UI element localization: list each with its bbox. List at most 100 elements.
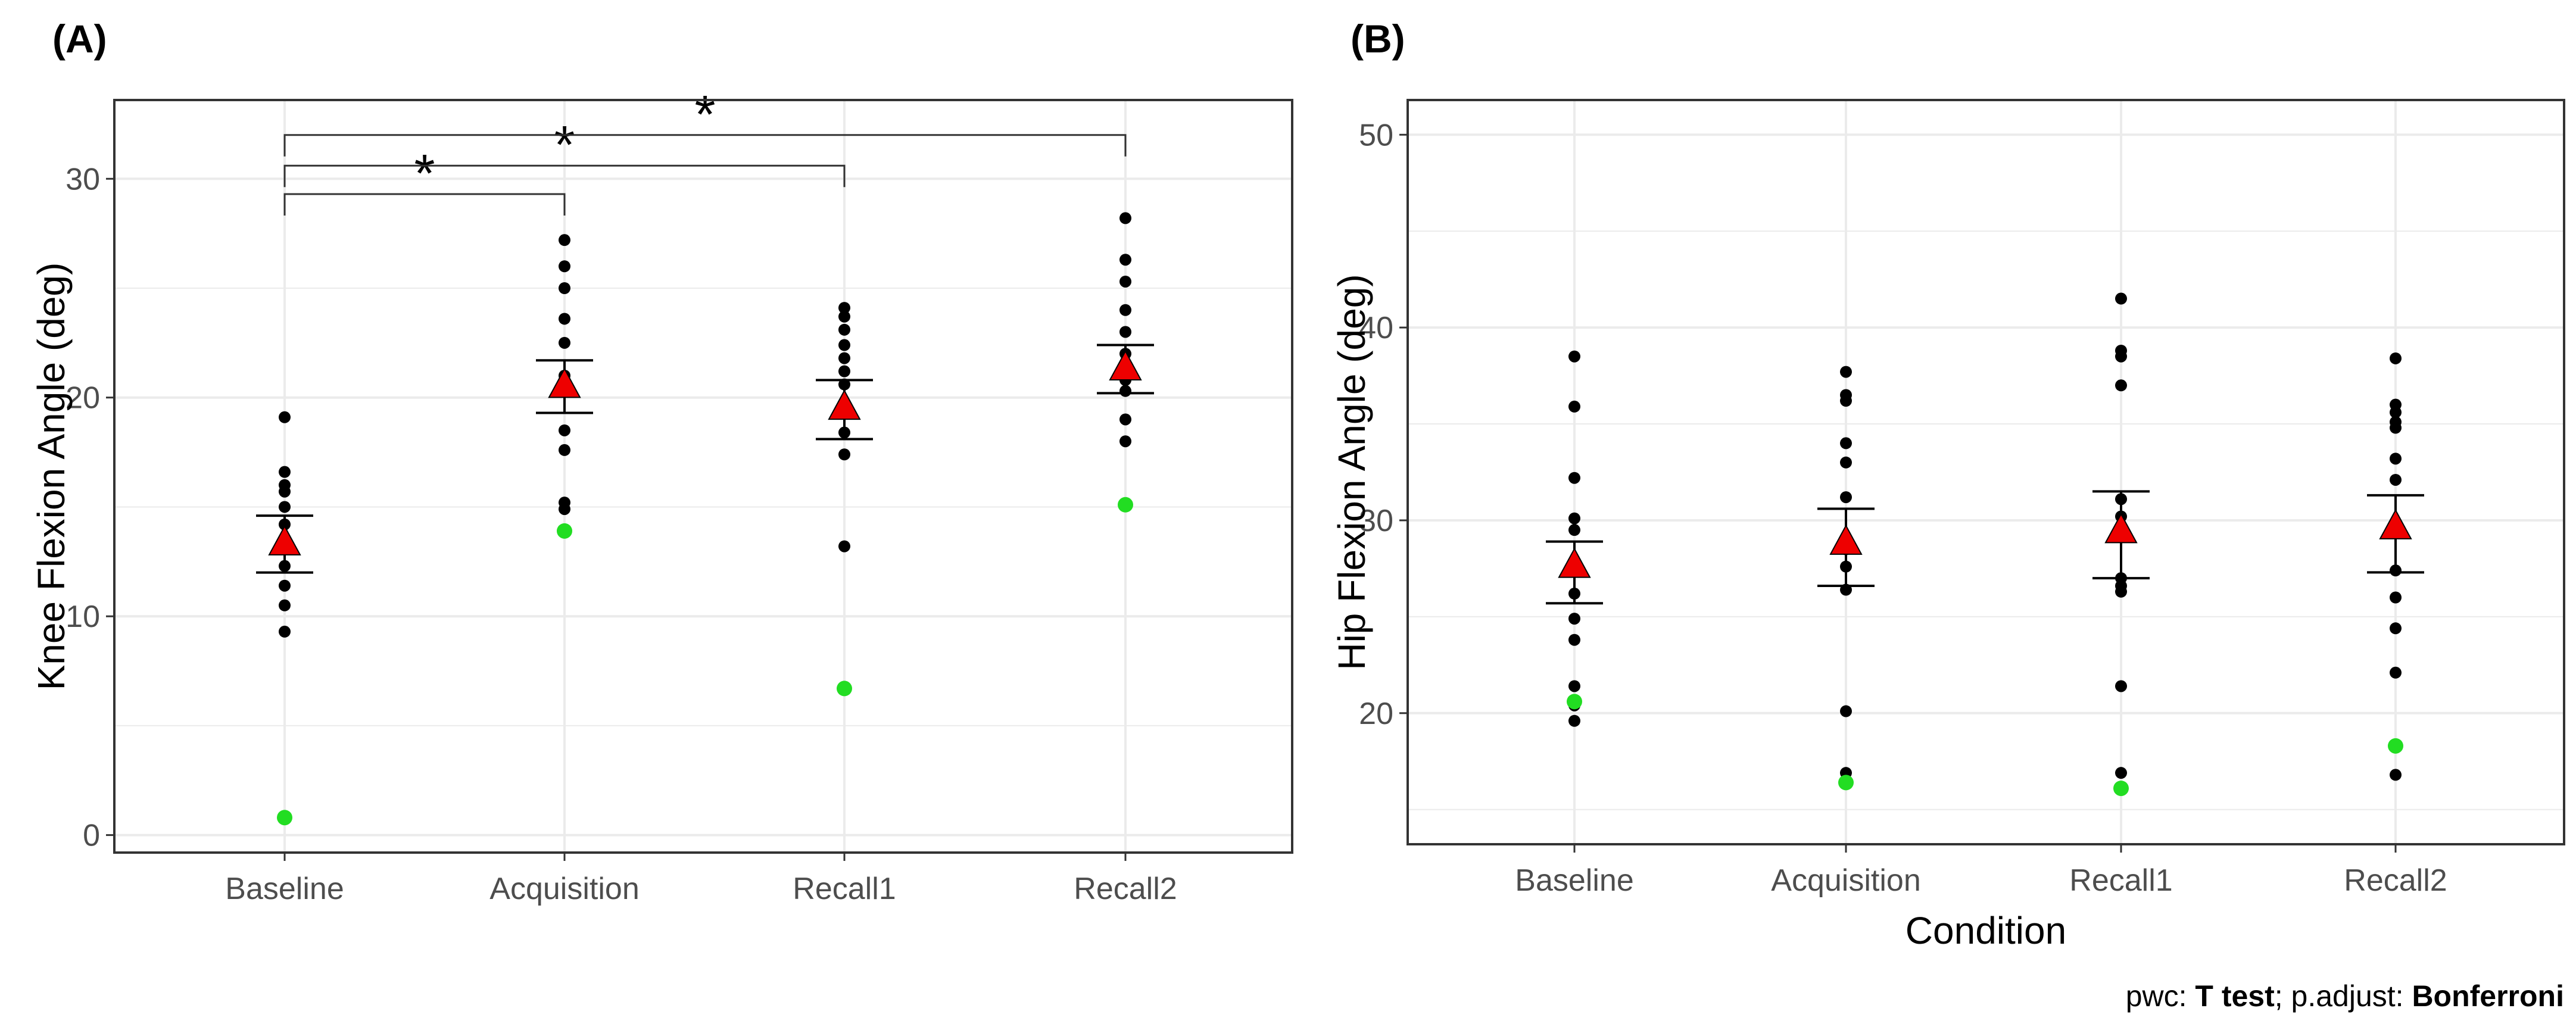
mean-marker: [828, 389, 861, 420]
data-point: [1840, 366, 1852, 378]
data-point: [2115, 585, 2127, 598]
x-tick-label: Baseline: [225, 872, 344, 906]
data-point: [1568, 633, 1580, 646]
data-point: [2390, 473, 2402, 486]
x-tick-label: Recall1: [2069, 863, 2172, 898]
data-point: [1119, 435, 1131, 448]
data-point: [2390, 666, 2402, 679]
data-point: [279, 485, 291, 498]
plot-background: [114, 100, 1292, 853]
outlier-point: [277, 810, 292, 826]
outlier-point: [2388, 738, 2403, 754]
data-point: [838, 365, 850, 377]
data-point: [2390, 422, 2402, 434]
y-tick-label: 30: [1359, 504, 1393, 538]
y-tick-label: 40: [1359, 311, 1393, 345]
data-point: [838, 310, 850, 323]
x-axis-title: Condition: [1906, 909, 2066, 952]
mean-marker: [1109, 349, 1142, 380]
mean-marker: [1829, 524, 1863, 555]
mean-marker: [2379, 508, 2412, 539]
plot-border: [1406, 99, 2565, 845]
hip-flexion-chart: 20 30 40 50 Baseline Acquisition Recall1 Recall…: [1330, 99, 2565, 952]
data-point: [1119, 326, 1131, 338]
outlier-point: [1567, 694, 1582, 710]
y-axis-title: Knee Flexion Angle (deg): [30, 263, 73, 691]
data-point: [559, 313, 570, 325]
panel-b-label: (B): [1351, 17, 1405, 61]
data-point: [279, 625, 291, 638]
data-point: [279, 411, 291, 423]
mean-marker: [2104, 513, 2138, 544]
data-point: [559, 234, 570, 246]
data-point: [279, 599, 291, 611]
x-tick-label: Acquisition: [489, 872, 639, 906]
data-point: [1840, 705, 1852, 717]
data-point: [2390, 352, 2402, 364]
data-point: [1119, 212, 1131, 224]
y-tick-label: 10: [66, 600, 100, 634]
data-point: [838, 339, 850, 351]
data-point: [2390, 406, 2402, 419]
caption-pwc-value: T test: [2195, 979, 2275, 1013]
significance-star: *: [414, 144, 435, 204]
x-tick-label: Recall2: [2344, 863, 2447, 898]
caption-separator: ; p.adjust:: [2275, 979, 2412, 1013]
plot-background: [1408, 100, 2564, 844]
significance-bracket: [283, 193, 566, 216]
data-point: [2115, 767, 2127, 779]
data-point: [559, 444, 570, 456]
data-point: [559, 260, 570, 273]
significance-bracket: [283, 164, 846, 188]
mean-marker: [1558, 547, 1591, 578]
x-tick-label: Recall2: [1074, 872, 1177, 906]
mean-marker: [548, 367, 581, 398]
data-point: [559, 424, 570, 436]
data-point: [559, 336, 570, 349]
outlier-point: [1118, 497, 1133, 513]
data-point: [2390, 591, 2402, 604]
significance-star: *: [694, 85, 715, 145]
data-point: [1119, 413, 1131, 426]
mean-marker: [268, 525, 301, 555]
data-point: [1119, 254, 1131, 266]
knee-flexion-chart: 0 10 20 30 Baseline Acquisition Recall1 Recall2…: [30, 85, 1293, 906]
data-point: [1568, 472, 1580, 484]
data-point: [1119, 275, 1131, 288]
data-point: [838, 540, 850, 553]
data-point: [2115, 379, 2127, 392]
outlier-point: [837, 681, 852, 697]
caption-pwc-label: pwc:: [2126, 979, 2195, 1013]
y-tick-label: 30: [66, 162, 100, 196]
data-point: [1568, 512, 1580, 525]
data-point: [1568, 524, 1580, 536]
data-point: [279, 579, 291, 592]
panel-a-label: (A): [52, 17, 107, 61]
data-point: [1119, 304, 1131, 316]
caption-adjust-value: Bonferroni: [2412, 979, 2564, 1013]
data-point: [1840, 437, 1852, 450]
outlier-point: [1838, 775, 1854, 791]
data-point: [2390, 769, 2402, 781]
data-point: [2390, 622, 2402, 635]
data-point: [279, 501, 291, 513]
y-tick-label: 20: [1359, 697, 1393, 731]
plot-border: [113, 99, 1293, 854]
data-point: [1840, 456, 1852, 469]
data-point: [559, 503, 570, 516]
data-point: [2115, 292, 2127, 305]
y-tick-label: 20: [66, 381, 100, 416]
data-point: [1568, 613, 1580, 625]
data-point: [838, 448, 850, 461]
x-tick-label: Recall1: [793, 872, 896, 906]
data-point: [838, 352, 850, 364]
data-point: [1568, 400, 1580, 413]
significance-star: *: [554, 116, 575, 175]
data-point: [2390, 452, 2402, 465]
data-point: [838, 302, 850, 314]
y-axis-title: Hip Flexion Angle (deg): [1330, 274, 1373, 670]
y-tick-label: 0: [83, 819, 100, 853]
x-tick-label: Baseline: [1515, 863, 1633, 898]
data-point: [559, 282, 570, 294]
